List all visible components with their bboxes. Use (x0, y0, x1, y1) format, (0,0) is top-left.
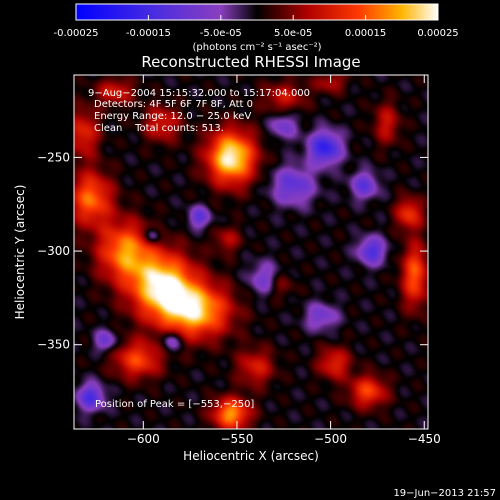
colorbar (76, 4, 438, 20)
annotation-energy-range: Energy Range: 12.0 − 25.0 keV (94, 111, 251, 122)
x-tick-label: −450 (408, 432, 441, 446)
peak-position-label: Position of Peak = [−553,−250] (95, 399, 254, 410)
image-area (74, 75, 428, 429)
annotation-clean-counts: Clean Total counts: 513. (94, 123, 224, 134)
x-tick-label: −600 (127, 432, 160, 446)
x-tick-label: −500 (314, 432, 347, 446)
y-tick-label: −250 (37, 150, 70, 164)
colorbar-tick-label: -0.00025 (54, 28, 99, 39)
colorbar-frame (75, 3, 439, 21)
plot-frame (73, 74, 429, 430)
x-axis-tick-labels: −600 −550 −500 −450 (127, 432, 441, 446)
y-axis-ticks (74, 156, 428, 346)
colorbar-tick-label: -0.00015 (126, 28, 171, 39)
y-axis-label: Heliocentric Y (arcsec) (13, 185, 27, 320)
y-tick-label: −300 (37, 244, 70, 258)
colorbar-tick-label: 0.00015 (345, 28, 386, 39)
colorbar-unit-label: (photons cm⁻² s⁻¹ asec⁻²) (192, 42, 321, 53)
colorbar-tick-label: 0.00025 (417, 28, 458, 39)
colorbar-tick-label: 5.0e-05 (274, 28, 312, 39)
x-tick-label: −550 (220, 432, 253, 446)
x-axis-ticks (142, 75, 425, 429)
annotation-time-range: 9−Aug−2004 15:15:32.000 to 15:17:04.000 (88, 88, 310, 99)
x-axis-label: Heliocentric X (arcsec) (183, 449, 319, 463)
heatmap-image (74, 75, 428, 429)
colorbar-tick-labels: -0.00025 -0.00015 -5.0e-05 5.0e-05 0.00015 0.… (54, 28, 459, 39)
colorbar-tick-label: -5.0e-05 (200, 28, 242, 39)
annotation-detectors: Detectors: 4F 5F 6F 7F 8F, Att 0 (94, 99, 253, 110)
y-tick-label: −350 (37, 338, 70, 352)
footer-timestamp: 19−Jun−2013 21:57 (393, 488, 496, 499)
chart-title: Reconstructed RHESSI Image (141, 53, 360, 71)
y-axis-tick-labels: −250 −300 −350 (37, 150, 70, 351)
colorbar-ticks (75, 15, 439, 20)
